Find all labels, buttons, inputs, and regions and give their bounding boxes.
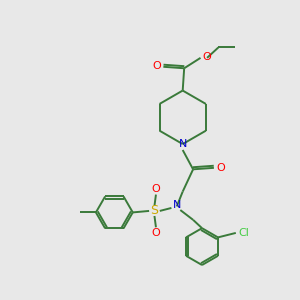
Text: N: N [172,200,181,210]
Text: O: O [216,163,225,173]
Text: N: N [178,139,187,149]
Text: O: O [152,184,160,194]
Text: O: O [152,228,160,238]
Text: S: S [151,204,158,218]
Text: Cl: Cl [239,228,250,238]
Text: O: O [203,52,212,62]
Text: O: O [152,61,161,71]
